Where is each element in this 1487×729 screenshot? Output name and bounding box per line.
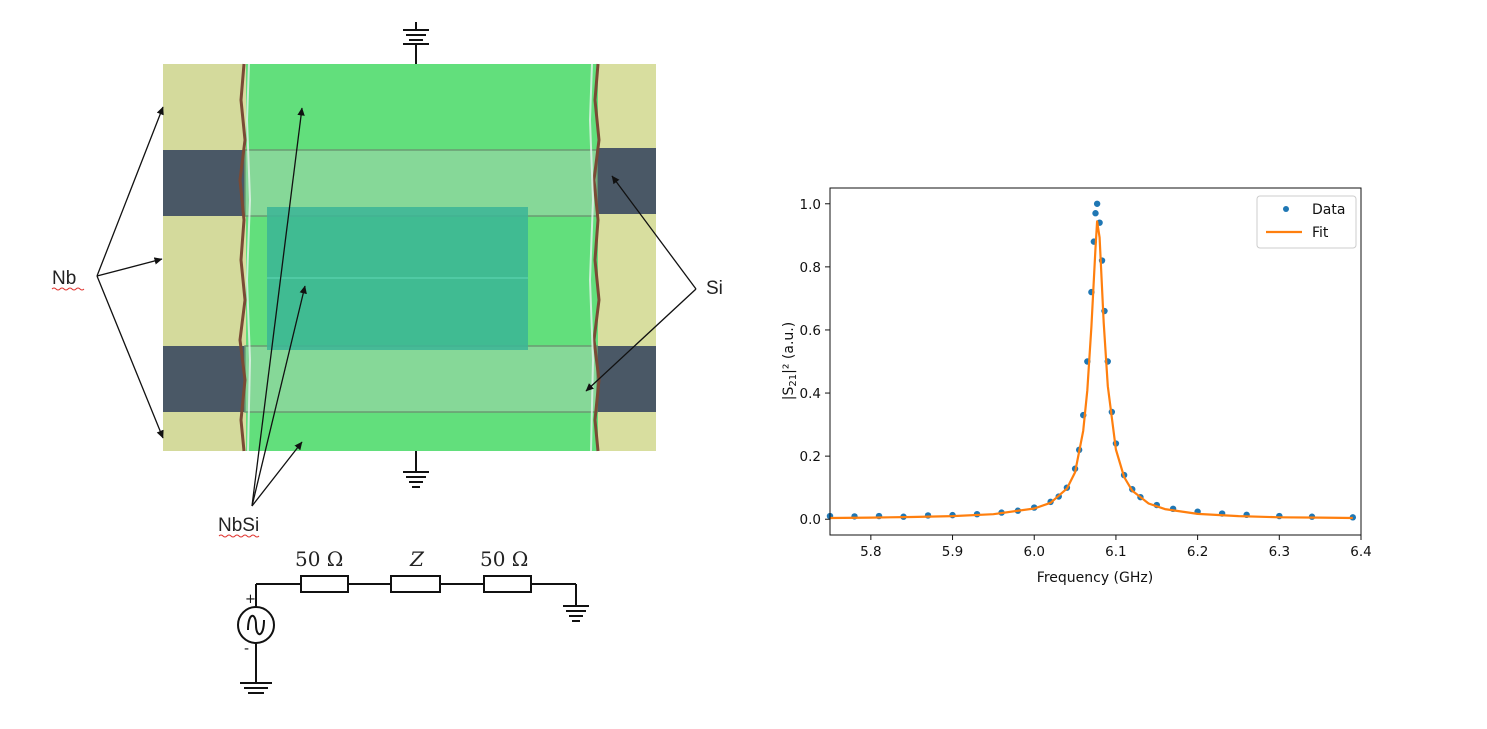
y-tick-label: 0.4 xyxy=(800,386,821,402)
nbsi-spellcheck-underline xyxy=(218,534,260,538)
series-data xyxy=(826,200,1357,521)
si-region-left-top xyxy=(163,150,245,216)
impedance-z xyxy=(390,575,441,593)
nb-spellcheck-underline xyxy=(51,287,85,291)
x-tick-label: 5.8 xyxy=(860,544,881,560)
data-point xyxy=(1093,200,1101,207)
source-plus: + xyxy=(245,592,256,607)
data-point xyxy=(1092,210,1099,217)
y-tick-label: 0.2 xyxy=(800,449,821,465)
ground-top-icon xyxy=(403,22,429,64)
fit-line xyxy=(829,220,1353,520)
legend-data-label: Data xyxy=(1312,202,1345,218)
chart-axes: 5.8 5.9 6.0 6.1 6.2 6.3 6.4 0.0 0.2 0.4 0.6 0.8 1.0 xyxy=(800,197,1372,560)
resistor-left-label: 50 Ω xyxy=(295,547,343,571)
legend: Data Fit xyxy=(1256,195,1357,249)
ac-source-icon xyxy=(237,606,275,644)
si-region-right-bottom xyxy=(596,346,656,412)
si-region-left-bottom xyxy=(163,346,247,412)
circuit-wires xyxy=(255,583,577,683)
x-axis-label: Frequency (GHz) xyxy=(1037,570,1153,586)
x-tick-label: 6.3 xyxy=(1269,544,1290,560)
micrograph-image xyxy=(163,63,656,452)
y-tick-label: 1.0 xyxy=(800,197,821,213)
legend-data-marker xyxy=(1283,206,1289,212)
y-tick-label: 0.8 xyxy=(800,260,821,276)
resistor-left xyxy=(300,575,349,593)
y-tick-label: 0.0 xyxy=(800,512,821,528)
micrograph-panel: Nb Si NbSi xyxy=(51,22,723,538)
x-tick-label: 6.1 xyxy=(1105,544,1126,560)
legend-fit-label: Fit xyxy=(1312,225,1329,241)
plot-frame xyxy=(829,187,1362,536)
x-tick-label: 6.4 xyxy=(1350,544,1371,560)
legend-box xyxy=(1256,195,1357,249)
nbsi-label: NbSi xyxy=(218,515,259,536)
si-region-right-top xyxy=(597,148,656,214)
nbsi-bridge-top xyxy=(244,149,598,217)
resonance-chart: 5.8 5.9 6.0 6.1 6.2 6.3 6.40.00.20.40.60.81.0 … xyxy=(781,187,1372,586)
resistor-right xyxy=(483,575,532,593)
ground-source-icon xyxy=(240,682,272,694)
chart-series xyxy=(826,200,1357,521)
si-label: Si xyxy=(706,278,723,299)
resistor-right-label: 50 Ω xyxy=(480,547,528,571)
nbsi-bridge-bottom xyxy=(244,345,598,413)
nb-label: Nb xyxy=(52,268,76,289)
source-minus: - xyxy=(244,641,249,657)
impedance-label: Z xyxy=(409,547,425,571)
annotation-arrows xyxy=(96,106,697,507)
x-tick-label: 5.9 xyxy=(942,544,963,560)
x-tick-label: 6.2 xyxy=(1187,544,1208,560)
ground-bottom-icon xyxy=(403,451,429,488)
y-tick-label: 0.6 xyxy=(800,323,821,339)
x-tick-label: 6.0 xyxy=(1023,544,1044,560)
ground-load-icon xyxy=(563,605,589,622)
y-axis-label: |S21|² (a.u.) xyxy=(781,322,799,400)
circuit-schematic: + - 50 Ω Z 50 Ω xyxy=(237,547,589,694)
